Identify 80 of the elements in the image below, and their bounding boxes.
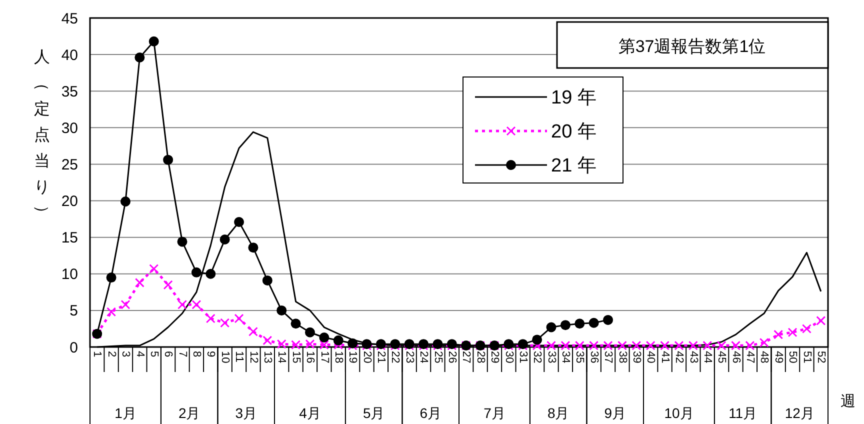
y-tick-label: 35 <box>61 83 78 100</box>
x-tick-label: 29 <box>488 351 501 364</box>
x-tick-label: 12 <box>247 351 260 364</box>
text: 11月 <box>728 405 758 421</box>
x-tick-label: 49 <box>772 351 784 364</box>
x-tick-label: 2 <box>105 351 118 358</box>
text: 2月 <box>178 405 200 421</box>
x-tick-label: 23 <box>403 351 416 364</box>
y-tick-label: 20 <box>61 193 78 210</box>
x-tick-label: 22 <box>389 351 402 364</box>
x-tick-label: 40 <box>644 351 657 364</box>
x-tick-label: 21 <box>375 351 388 364</box>
x-tick-label: 19 <box>346 351 359 364</box>
legend-label: 21 年 <box>551 156 596 177</box>
y-tick-label: 30 <box>61 120 78 137</box>
x-tick-label: 46 <box>730 351 742 364</box>
text: 第37週報告数第1位 <box>618 36 766 56</box>
x-tick-label: 33 <box>545 351 558 364</box>
x-tick-label: 6 <box>162 351 174 358</box>
text: 6月 <box>420 405 442 421</box>
text: 9月 <box>604 405 626 421</box>
x-tick-label: 43 <box>687 351 700 364</box>
x-tick-label: 52 <box>815 351 827 364</box>
x-tick-label: 38 <box>616 351 628 364</box>
x-tick-label: 34 <box>560 351 572 364</box>
x-tick-label: 7 <box>176 351 188 358</box>
text: 4月 <box>299 405 321 421</box>
x-tick-label: 5 <box>148 351 160 358</box>
x-tick-label: 37 <box>602 351 614 364</box>
x-tick-label: 27 <box>460 351 472 364</box>
x-axis-title: 週 <box>840 393 856 410</box>
x-tick-label: 3 <box>120 351 132 358</box>
text: 8月 <box>547 405 570 421</box>
x-tick-label: 9 <box>204 351 217 358</box>
x-tick-label: 31 <box>516 351 529 364</box>
y-tick-label: 40 <box>61 46 78 64</box>
x-tick-label: 17 <box>318 351 330 364</box>
y-tick-label: 15 <box>61 230 78 247</box>
y-axis-title: 人（定点当り） <box>33 49 50 221</box>
x-tick-label: 10 <box>218 351 231 364</box>
x-tick-label: 44 <box>701 351 714 364</box>
y-tick-label: 25 <box>61 156 78 174</box>
x-tick-label: 45 <box>716 351 728 364</box>
x-tick-label: 28 <box>474 351 486 364</box>
x-tick-label: 42 <box>673 351 686 364</box>
text: 10月 <box>664 405 694 421</box>
y-tick-label: 45 <box>61 10 78 28</box>
x-tick-label: 18 <box>332 351 344 364</box>
x-tick-label: 15 <box>290 351 302 364</box>
x-tick-label: 30 <box>502 351 515 364</box>
x-tick-label: 14 <box>276 351 288 364</box>
text: 1月 <box>114 405 136 421</box>
x-tick-label: 32 <box>531 351 544 364</box>
x-tick-label: 16 <box>304 351 316 364</box>
x-tick-label: 4 <box>134 351 146 358</box>
x-tick-label: 50 <box>786 351 799 364</box>
x-tick-label: 36 <box>588 351 600 364</box>
x-tick-label: 48 <box>758 351 770 364</box>
y-tick-label: 10 <box>61 266 78 284</box>
x-tick-label: 24 <box>418 351 430 364</box>
text: 5月 <box>362 405 385 421</box>
text: 7月 <box>484 405 506 421</box>
x-tick-label: 51 <box>800 351 813 364</box>
x-tick-label: 11 <box>233 351 246 362</box>
x-tick-label: 13 <box>262 351 274 364</box>
text: 3月 <box>235 405 258 421</box>
x-tick-label: 26 <box>446 351 458 364</box>
x-tick-label: 20 <box>360 351 373 364</box>
x-tick-label: 25 <box>432 351 444 364</box>
legend-label: 20 年 <box>551 122 596 143</box>
legend-label: 19 年 <box>551 88 596 109</box>
x-tick-label: 1 <box>91 351 104 358</box>
x-tick-label: 39 <box>630 351 642 364</box>
x-tick-label: 47 <box>744 351 756 364</box>
x-tick-label: 35 <box>574 351 586 364</box>
text: 12月 <box>784 405 814 421</box>
x-tick-label: 8 <box>190 351 203 358</box>
x-tick-label: 41 <box>658 351 671 364</box>
y-tick-label: 0 <box>70 339 78 356</box>
y-tick-label: 5 <box>70 302 78 320</box>
